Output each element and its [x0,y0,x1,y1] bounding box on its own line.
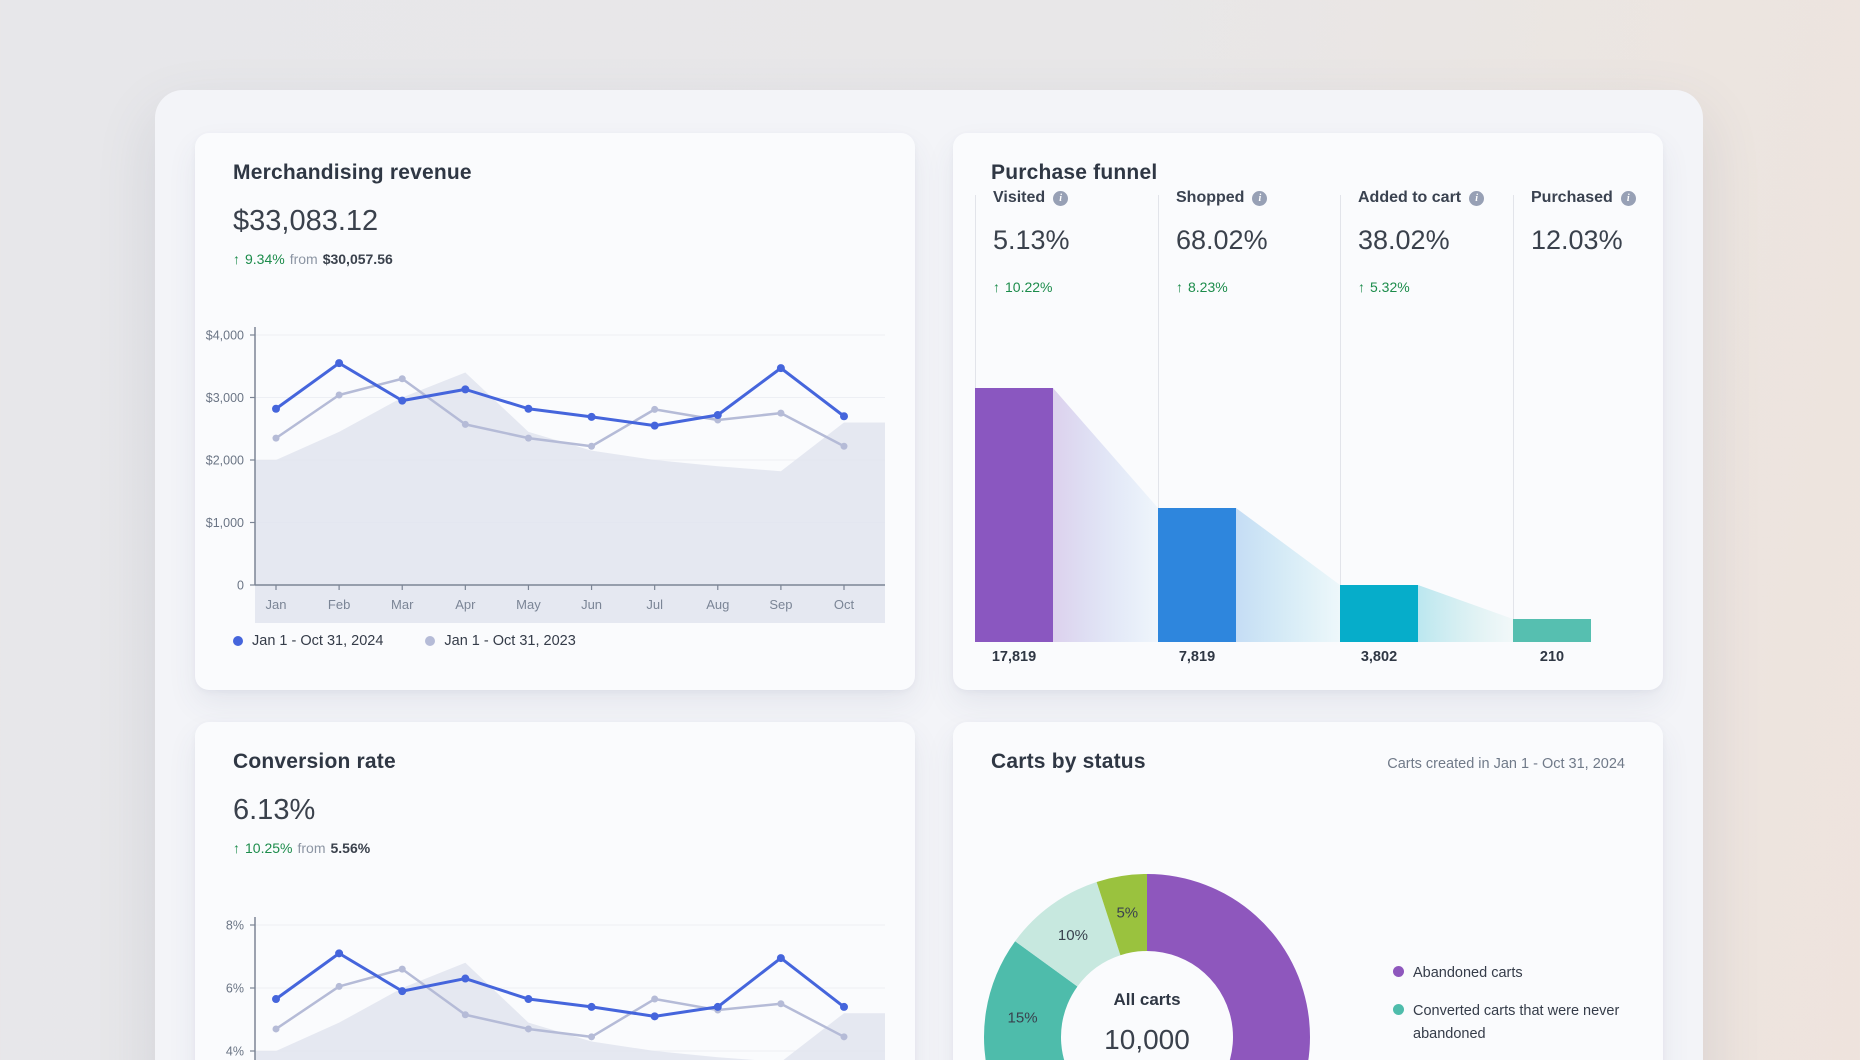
funnel-stage-header: Shopped i [1176,189,1268,207]
svg-text:Apr: Apr [455,597,476,612]
svg-text:Oct: Oct [834,597,855,612]
card-merchandising-revenue: Merchandising revenue $33,083.12 ↑ 9.34%… [195,133,915,690]
svg-text:$1,000: $1,000 [206,516,244,530]
funnel-bar [1340,585,1418,642]
dashboard-panel: Merchandising revenue $33,083.12 ↑ 9.34%… [155,90,1703,1060]
svg-text:Jun: Jun [581,597,602,612]
conversion-delta-row: ↑ 10.25% from 5.56% [233,840,370,856]
carts-legend-label: Converted carts that were never abandone… [1413,1003,1620,1042]
funnel-delta-percent: 5.32% [1370,279,1410,295]
svg-text:4%: 4% [226,1045,244,1059]
svg-text:8%: 8% [226,919,244,933]
carts-legend: Abandoned carts Converted carts that were… [1393,962,1648,1045]
conversion-value: 6.13% [233,794,316,826]
up-arrow-icon: ↑ [1358,279,1365,295]
funnel-stage-label: Shopped [1176,189,1245,206]
svg-text:15%: 15% [1008,1009,1038,1026]
funnel-stage-percent: 12.03% [1531,225,1623,255]
funnel-stage-label: Visited [993,189,1046,206]
revenue-previous-value: $30,057.56 [322,251,393,267]
funnel-bar [975,388,1053,642]
funnel-stage-delta: ↑ 8.23% [1176,279,1228,295]
info-icon[interactable]: i [1469,190,1485,206]
donut-center-label: All carts [1113,990,1181,1009]
svg-text:5%: 5% [1116,905,1138,922]
card-carts-by-status: Carts by status Carts created in Jan 1 -… [953,722,1663,1060]
funnel-card-title: Purchase funnel [991,161,1158,184]
funnel-stage-percent: 68.02% [1176,225,1268,255]
revenue-value: $33,083.12 [233,205,379,237]
funnel-bar [1158,508,1236,642]
funnel-bar-count: 7,819 [1178,649,1216,665]
svg-text:$2,000: $2,000 [206,454,244,468]
svg-text:$3,000: $3,000 [206,391,244,405]
funnel-chart: Visited i 5.13% ↑ 10.22% 17,819 Shopped i 68.02%… [953,133,1663,690]
carts-legend-item[interactable]: Abandoned carts [1393,962,1648,984]
revenue-card-title: Merchandising revenue [233,161,472,184]
svg-text:Mar: Mar [391,597,414,612]
carts-legend-item[interactable]: Converted carts that were never abandone… [1393,1000,1648,1045]
conversion-delta-from-label: from [297,840,326,856]
up-arrow-icon: ↑ [993,279,1000,295]
svg-text:Feb: Feb [328,597,350,612]
funnel-bar-count: 3,802 [1360,649,1398,665]
funnel-connectors [1053,388,1513,642]
funnel-stage-label: Added to cart [1358,189,1462,206]
funnel-bar-count: 17,819 [991,649,1037,665]
funnel-stage-delta: ↑ 10.22% [993,279,1052,295]
svg-text:10%: 10% [1058,927,1088,944]
legend-dot-icon [233,636,243,646]
svg-text:$4,000: $4,000 [206,329,244,343]
legend-label: Jan 1 - Oct 31, 2024 [252,633,384,649]
revenue-chart-legend: Jan 1 - Oct 31, 2024 Jan 1 - Oct 31, 2023 [233,633,576,649]
funnel-stage-header: Purchased i [1531,189,1636,207]
svg-text:Aug: Aug [706,597,729,612]
svg-text:Sep: Sep [769,597,792,612]
up-arrow-icon: ↑ [233,840,240,856]
funnel-column-divider [1158,195,1159,642]
funnel-delta-percent: 8.23% [1188,279,1228,295]
revenue-delta-from-label: from [289,251,318,267]
up-arrow-icon: ↑ [233,251,240,267]
legend-item-2024[interactable]: Jan 1 - Oct 31, 2024 [233,633,383,649]
funnel-bar [1513,619,1591,642]
funnel-stage-label: Purchased [1531,189,1613,206]
funnel-stage-header: Added to cart i [1358,189,1485,207]
carts-date-range-annotation: Carts created in Jan 1 - Oct 31, 2024 [1387,756,1625,772]
info-icon[interactable]: i [1252,190,1268,206]
card-conversion-rate: Conversion rate 6.13% ↑ 10.25% from 5.56… [195,722,915,1060]
funnel-bar-count: 210 [1539,649,1565,665]
legend-label: Jan 1 - Oct 31, 2023 [444,633,576,649]
svg-text:Jan: Jan [266,597,287,612]
up-arrow-icon: ↑ [1176,279,1183,295]
svg-text:0: 0 [237,579,244,593]
svg-text:May: May [516,597,541,612]
funnel-stage-percent: 38.02% [1358,225,1450,255]
legend-dot-icon [1393,1004,1404,1016]
funnel-stage-header: Visited i [993,189,1069,207]
conversion-card-title: Conversion rate [233,750,396,773]
revenue-delta-percent: 9.34% [245,251,285,267]
funnel-delta-percent: 10.22% [1005,279,1053,295]
funnel-stage-delta: ↑ 5.32% [1358,279,1410,295]
carts-legend-label: Abandoned carts [1413,965,1523,981]
legend-dot-icon [1393,966,1404,977]
funnel-column-divider [1513,195,1514,642]
conversion-previous-value: 5.56% [330,840,371,856]
conversion-delta-percent: 10.25% [245,840,293,856]
donut-center-text: All carts 10,000 [1037,990,1257,1056]
carts-card-title: Carts by status [991,750,1146,773]
info-icon[interactable]: i [1620,190,1636,206]
svg-text:Jul: Jul [646,597,663,612]
donut-center-value: 10,000 [1104,1024,1190,1055]
svg-text:6%: 6% [226,982,244,996]
legend-item-2023[interactable]: Jan 1 - Oct 31, 2023 [425,633,576,649]
card-purchase-funnel: Purchase funnel Visited i 5.13% ↑ 10.22% 17,8… [953,133,1663,690]
info-icon[interactable]: i [1053,190,1069,206]
funnel-stage-percent: 5.13% [993,225,1070,255]
legend-dot-icon [425,636,436,646]
revenue-delta-row: ↑ 9.34% from $30,057.56 [233,251,393,267]
funnel-column-divider [1340,195,1341,642]
